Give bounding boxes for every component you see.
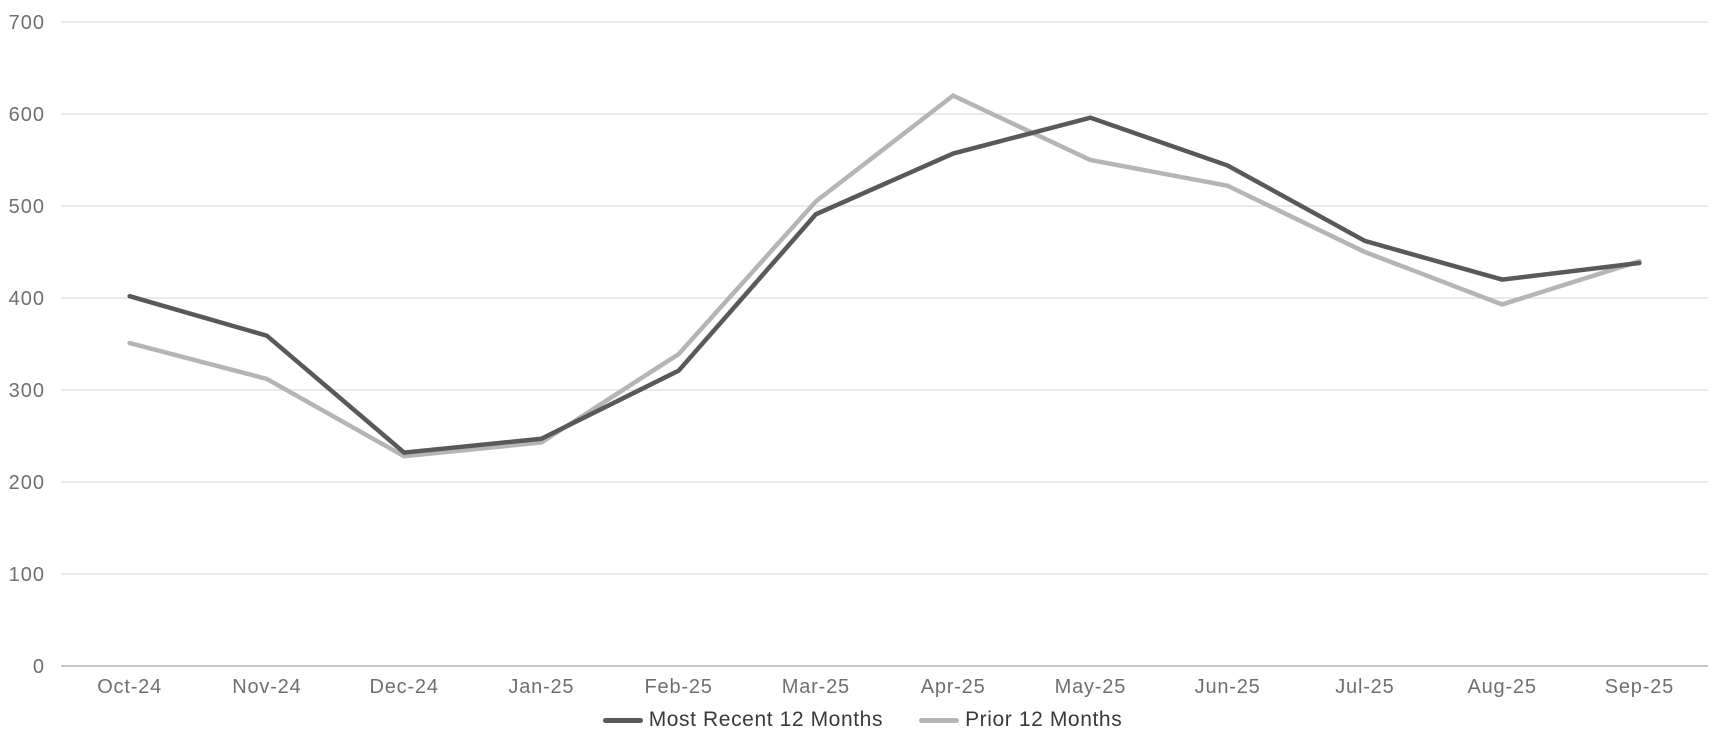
legend-label-most-recent-12-months: Most Recent 12 Months <box>648 708 884 731</box>
x-axis-tick-label-dec-24: Dec-24 <box>369 676 438 698</box>
x-axis-tick-label-jul-25: Jul-25 <box>1335 676 1394 698</box>
x-axis-tick-label-oct-24: Oct-24 <box>97 676 162 698</box>
x-axis-tick-label-sep-25: Sep-25 <box>1605 676 1674 698</box>
x-axis-tick-label-jan-25: Jan-25 <box>508 676 574 698</box>
series-line-most-recent-12-months <box>127 115 1642 455</box>
x-axis-tick-label-may-25: May-25 <box>1055 676 1127 698</box>
x-axis-tick-label-aug-25: Aug-25 <box>1467 676 1536 698</box>
y-axis-tick-label-700: 700 <box>9 12 45 34</box>
x-axis-tick-label-apr-25: Apr-25 <box>921 676 986 698</box>
x-axis-tick-label-jun-25: Jun-25 <box>1195 676 1261 698</box>
y-axis-tick-label-300: 300 <box>9 380 45 402</box>
legend-label-prior-12-months: Prior 12 Months <box>965 708 1123 731</box>
x-axis-tick-label-nov-24: Nov-24 <box>232 676 301 698</box>
series-line-prior-12-months <box>127 92 1642 459</box>
y-axis-tick-label-400: 400 <box>9 288 45 310</box>
legend-item-prior-12-months: Prior 12 Months <box>919 708 1122 732</box>
legend-swatch-most-recent-12-months-icon <box>602 717 643 723</box>
y-axis-tick-label-0: 0 <box>33 656 45 678</box>
chart-legend: Most Recent 12 Months Prior 12 Months <box>0 708 1725 732</box>
y-axis-tick-label-500: 500 <box>9 196 45 218</box>
legend-swatch-prior-12-months-icon <box>919 717 960 723</box>
x-axis-tick-label-mar-25: Mar-25 <box>782 676 850 698</box>
y-axis-tick-label-100: 100 <box>9 564 45 586</box>
legend-item-most-recent-12-months: Most Recent 12 Months <box>602 708 884 732</box>
y-axis-tick-label-200: 200 <box>9 472 45 494</box>
y-axis-tick-label-600: 600 <box>9 104 45 126</box>
x-axis-tick-label-feb-25: Feb-25 <box>645 676 713 698</box>
